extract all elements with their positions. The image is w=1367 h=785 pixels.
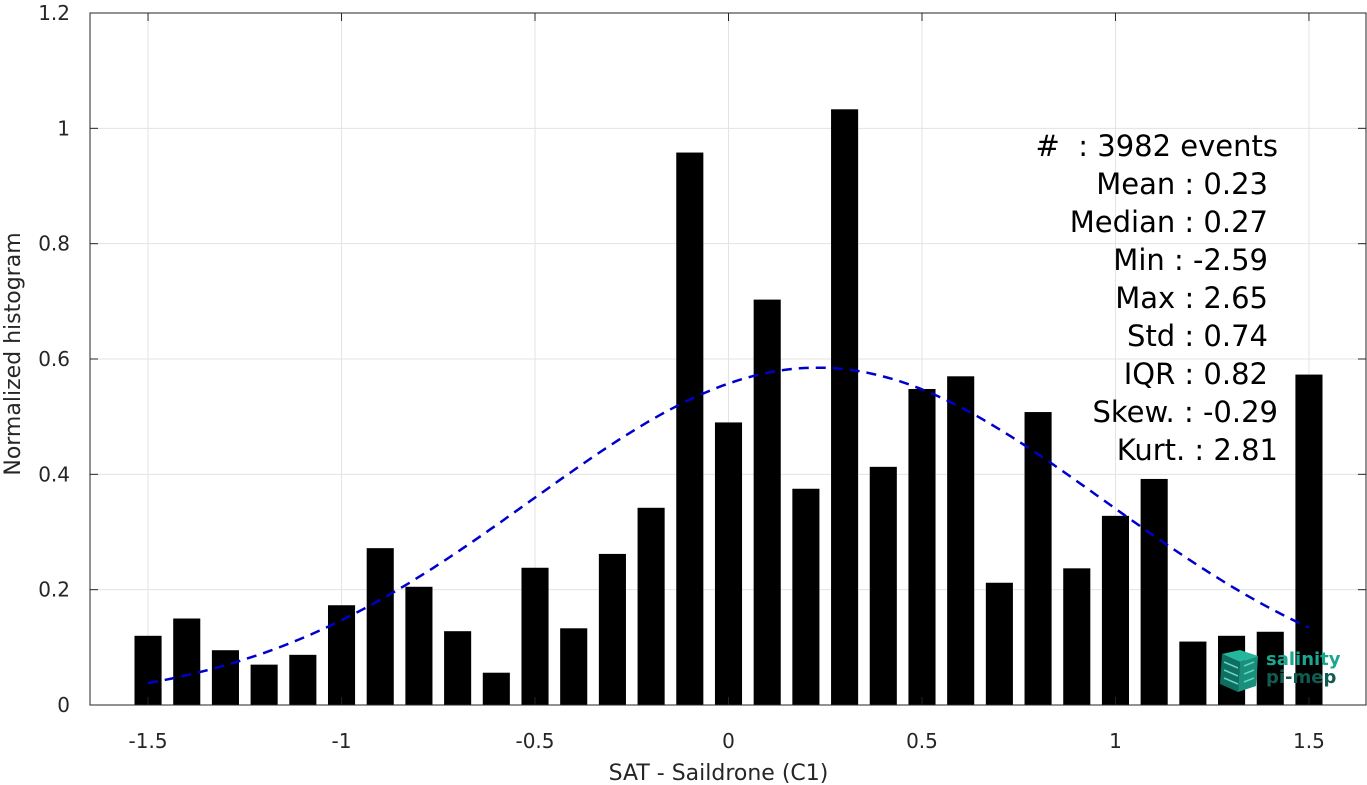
histogram-bar [637, 507, 665, 705]
histogram-bar [1024, 412, 1052, 705]
y-tick-label: 1.2 [38, 1, 70, 25]
histogram-bar [366, 548, 394, 705]
histogram-bar [1256, 631, 1284, 705]
histogram-bar [327, 605, 356, 705]
stats-line: Kurt. : 2.81 [1116, 433, 1278, 467]
gaussian-fit-line [147, 366, 1310, 685]
x-tick-label: -1.5 [129, 729, 168, 753]
stats-line: Std : 0.74 [1127, 319, 1268, 353]
x-tick-label: 0.5 [906, 729, 938, 753]
histogram-bar [598, 553, 626, 705]
y-tick-label: 1 [57, 116, 70, 140]
y-tick-label: 0.2 [38, 578, 70, 602]
histogram-bar [521, 567, 549, 705]
histogram-bar [908, 388, 936, 705]
histogram-bar [1179, 641, 1207, 705]
histogram-bar [831, 109, 859, 705]
x-tick-label: 1.5 [1293, 729, 1325, 753]
stats-line: IQR : 0.82 [1123, 357, 1268, 391]
bars [134, 109, 1323, 705]
x-tick-label: -1 [332, 729, 352, 753]
stats-line: Skew. : -0.29 [1092, 395, 1278, 429]
histogram-bar [173, 618, 201, 705]
stats-line: Max : 2.65 [1115, 281, 1268, 315]
x-tick-label: 0 [722, 729, 735, 753]
histogram-bar [560, 628, 588, 705]
histogram-bar [753, 299, 781, 705]
histogram-bar [211, 650, 239, 705]
histogram-bar [289, 654, 317, 705]
histogram-bar [1063, 568, 1091, 705]
histogram-bar [676, 152, 704, 705]
y-tick-label: 0.4 [38, 462, 70, 486]
cube-icon [1220, 650, 1258, 692]
histogram-bar [792, 488, 820, 705]
histogram-bar [947, 376, 975, 705]
histogram-bar [985, 582, 1013, 705]
histogram-bar [1101, 515, 1130, 705]
y-tick-label: 0.6 [38, 347, 70, 371]
histogram-bar [482, 672, 510, 705]
x-tick-label: -0.5 [515, 729, 554, 753]
stats-line: # : 3982 events [1035, 129, 1278, 163]
axis-ticks: -1.5 -1 -0.5 0 0.5 1 1.5 0 0.2 0.4 0.6 0.8 1 1.2 [38, 1, 1366, 753]
x-tick-label: 1 [1109, 729, 1122, 753]
salinity-pimep-logo: salinity pi-mep [1218, 648, 1348, 694]
histogram-bar [1140, 478, 1168, 705]
x-axis-label: SAT - Saildrone (C1) [609, 761, 829, 785]
stats-line: Min : -2.59 [1113, 243, 1268, 277]
gaussian-fit [147, 366, 1310, 685]
stats-line: Mean : 0.23 [1096, 167, 1268, 201]
histogram-bar [444, 631, 472, 705]
histogram-bar [714, 422, 743, 705]
logo-line-1: salinity [1266, 649, 1341, 670]
histogram-bar [134, 635, 162, 705]
y-axis-label: Normalized histogram [1, 232, 26, 475]
histogram-bar [405, 586, 433, 705]
y-tick-label: 0 [57, 693, 70, 717]
histogram-bar [250, 664, 278, 705]
histogram-bar [869, 466, 897, 705]
y-tick-label: 0.8 [38, 232, 70, 256]
histogram-bar [1295, 374, 1323, 705]
logo-line-2: pi-mep [1266, 667, 1337, 688]
stats-line: Median : 0.27 [1069, 205, 1268, 239]
